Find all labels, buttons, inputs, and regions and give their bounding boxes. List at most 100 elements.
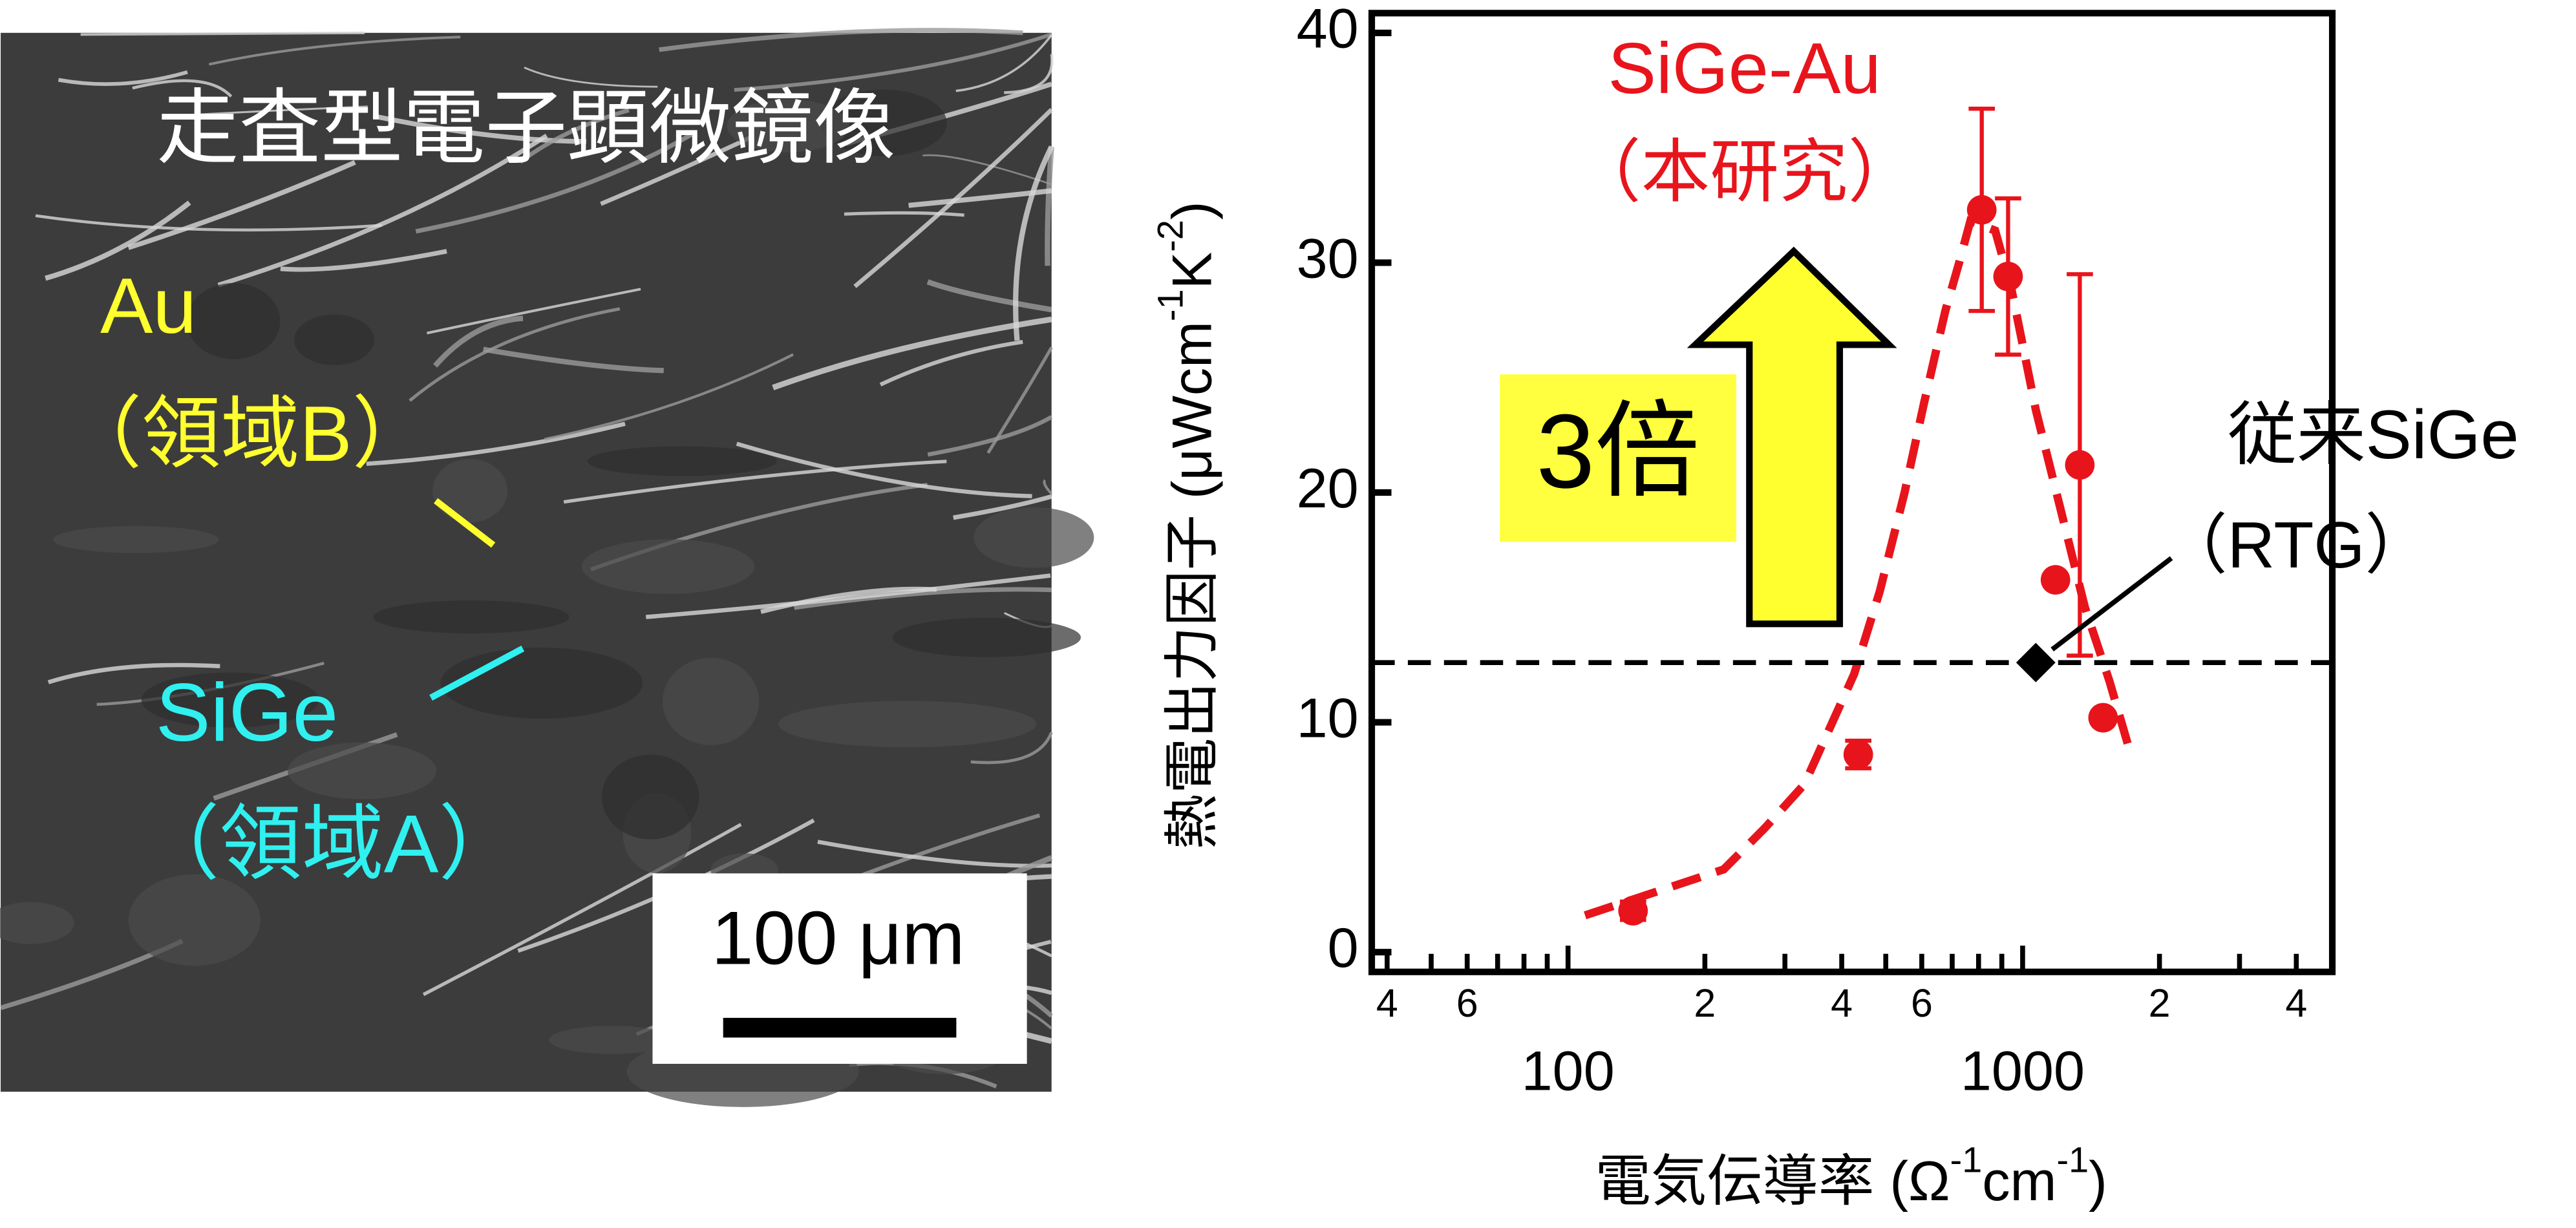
sem-grain bbox=[186, 282, 281, 359]
sem-streak bbox=[760, 586, 937, 614]
sem-streak bbox=[908, 188, 1052, 208]
sem-grain bbox=[820, 89, 947, 156]
sem-streak bbox=[970, 732, 1053, 765]
y-axis-label-part: -2 bbox=[1149, 220, 1190, 252]
sem-streak bbox=[1004, 54, 1054, 94]
sem-streak bbox=[524, 67, 658, 88]
arrow bbox=[1687, 246, 1897, 628]
sem-grain bbox=[294, 314, 374, 365]
sem-streak bbox=[132, 79, 233, 98]
sem-grain bbox=[128, 874, 261, 966]
sem-streak bbox=[659, 28, 1023, 52]
sem-streak bbox=[734, 32, 1052, 92]
point bbox=[1618, 896, 1648, 926]
sem-streak bbox=[35, 214, 383, 232]
sem-streak bbox=[1045, 146, 1054, 266]
label-sige: SiGe bbox=[156, 666, 338, 758]
sem-streak bbox=[953, 494, 1052, 520]
sem-grain bbox=[0, 902, 74, 944]
series-name: 従来SiGe bbox=[2228, 396, 2519, 473]
x-tick-label: 100 bbox=[1522, 1041, 1615, 1103]
sem-image: 走査型電子顕微鏡像 Au （領域B） SiGe （領域A） 100 μm bbox=[0, 28, 1094, 1107]
x-tick-label: 4 bbox=[2285, 981, 2307, 1025]
x-tick-label: 1000 bbox=[1961, 1041, 2085, 1103]
sem-streak bbox=[47, 662, 220, 684]
x-tick-label: 4 bbox=[1831, 981, 1853, 1025]
point bbox=[2088, 703, 2118, 733]
x-tick-label: 6 bbox=[1911, 981, 1933, 1025]
x-tick-label: 2 bbox=[2149, 981, 2171, 1025]
scale-bar bbox=[723, 1017, 957, 1038]
sem-grain bbox=[432, 459, 508, 523]
annotation-box bbox=[1500, 374, 1736, 542]
label-au: Au bbox=[100, 262, 197, 350]
sem-streak bbox=[544, 353, 794, 441]
sem-grain bbox=[581, 539, 755, 594]
label-au-region: （領域B） bbox=[63, 390, 431, 478]
sem-streak bbox=[482, 346, 664, 374]
x-axis-label-part: cm bbox=[1982, 1150, 2056, 1212]
y-axis-label-part: K bbox=[1161, 252, 1223, 290]
sem-streak bbox=[955, 34, 1053, 92]
point bbox=[1843, 739, 1873, 770]
point bbox=[1966, 195, 1997, 225]
y-tick-label: 20 bbox=[1297, 458, 1359, 520]
sem-streak bbox=[736, 441, 1032, 498]
sem-grain bbox=[602, 754, 699, 840]
sem-streak bbox=[600, 134, 755, 206]
sem-streak bbox=[127, 160, 356, 250]
x-axis-label-part: -1 bbox=[1950, 1139, 1983, 1180]
sem-grain bbox=[373, 600, 569, 634]
x-axis-label-part: -1 bbox=[2056, 1139, 2089, 1180]
sem-streak bbox=[208, 36, 461, 66]
x-axis-label-part: 電気伝導率 (Ω bbox=[1595, 1150, 1950, 1212]
sem-streak bbox=[80, 31, 365, 36]
scale-label: 100 μm bbox=[712, 895, 965, 980]
sem-grain bbox=[53, 525, 219, 553]
sem-streak bbox=[58, 70, 188, 86]
sem-grain bbox=[662, 657, 760, 745]
sem-streak bbox=[563, 460, 947, 504]
y-axis-label-part: -1 bbox=[1149, 289, 1190, 321]
sem-streak bbox=[645, 573, 1051, 619]
leader-line bbox=[2050, 556, 2173, 651]
sem-streak bbox=[772, 316, 1052, 390]
y-axis-label-part: ) bbox=[1161, 201, 1223, 220]
sem-streak bbox=[844, 211, 964, 217]
y-axis-label-part: 熱電出力因子 (μWcm bbox=[1161, 321, 1223, 849]
annotation: 3倍 bbox=[1537, 393, 1700, 510]
y-tick-label: 40 bbox=[1297, 0, 1359, 60]
y-tick-label: 10 bbox=[1297, 687, 1359, 749]
sem-grain bbox=[778, 701, 1037, 748]
sem-grain bbox=[440, 648, 643, 719]
sem-grain bbox=[974, 507, 1094, 568]
sem-streak bbox=[879, 340, 1023, 386]
sem-texture bbox=[0, 28, 1094, 1107]
sem-title: 走査型電子顕微鏡像 bbox=[156, 82, 895, 174]
sem-grain bbox=[892, 617, 1081, 657]
label-sige-region: （領域A） bbox=[138, 798, 521, 889]
sem-grain bbox=[141, 672, 319, 728]
sem-grain bbox=[288, 742, 437, 799]
sem-streak bbox=[376, 114, 586, 144]
series-note: （RTG） bbox=[2162, 508, 2431, 582]
series-name: SiGe-Au bbox=[1608, 28, 1880, 109]
sem-streak bbox=[926, 279, 1052, 313]
sem-streak bbox=[366, 421, 626, 466]
y-tick-label: 0 bbox=[1328, 917, 1359, 979]
x-axis-label: 電気伝導率 (Ω-1cm-1) bbox=[1595, 1139, 2107, 1212]
sem-streak bbox=[409, 307, 621, 402]
sem-streak bbox=[415, 132, 693, 234]
fit-curve bbox=[1584, 216, 2135, 920]
x-tick-label: 6 bbox=[1456, 981, 1478, 1025]
sem-streak bbox=[432, 315, 524, 368]
sem-streak bbox=[427, 288, 641, 335]
y-axis-label: 熱電出力因子 (μWcm-1K-2) bbox=[1149, 201, 1223, 849]
x-tick-label: 4 bbox=[1376, 981, 1398, 1025]
y-tick-label: 30 bbox=[1297, 228, 1359, 290]
sem-streak bbox=[1043, 479, 1053, 495]
point bbox=[1993, 261, 2023, 291]
